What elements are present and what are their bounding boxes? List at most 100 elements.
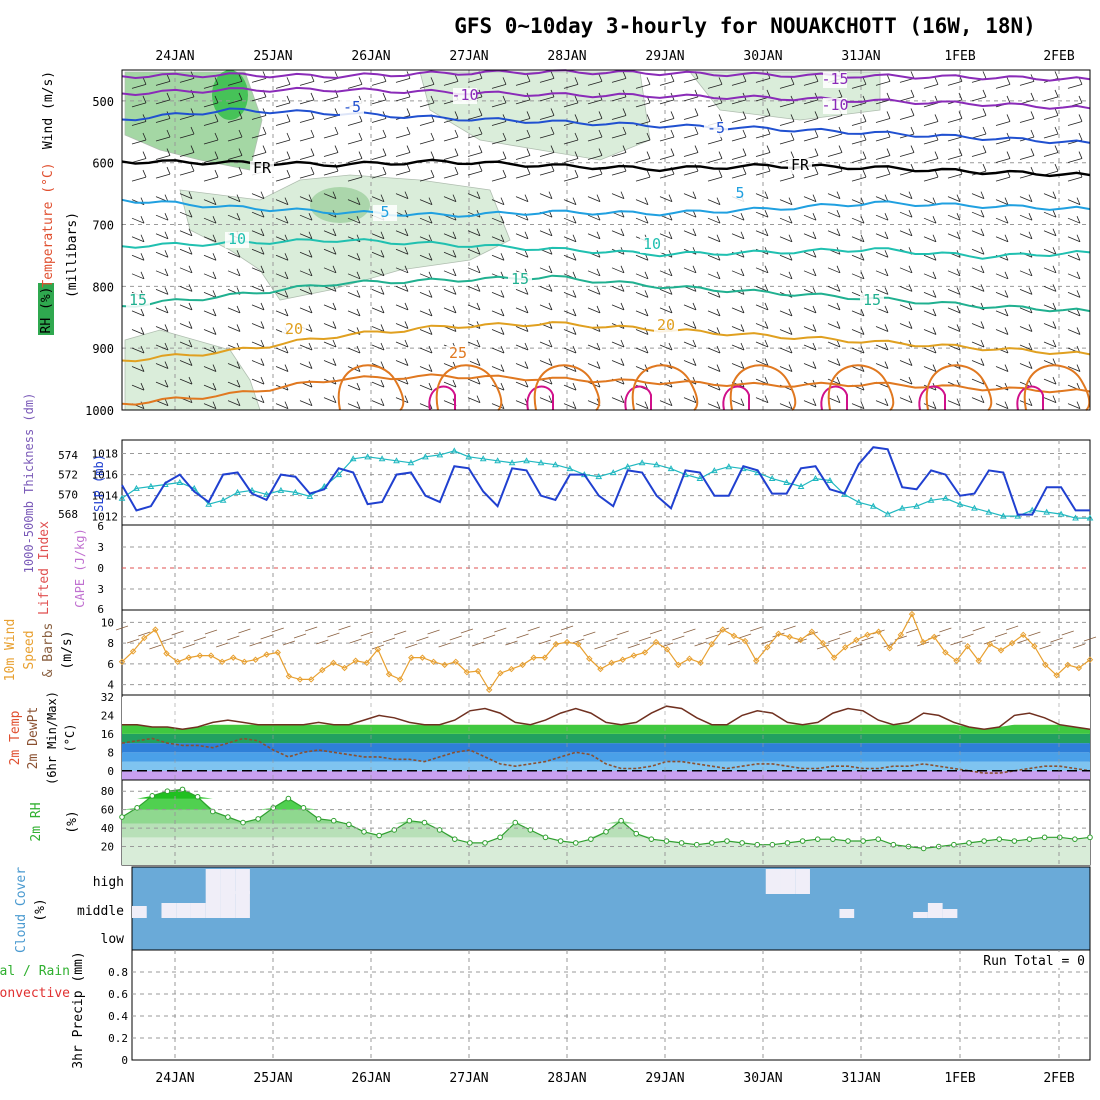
wind-barb: [827, 193, 841, 200]
wind-barb-flag: [356, 308, 361, 317]
wind-barb: [1019, 196, 1033, 203]
wind10-point: [975, 657, 982, 664]
wind-barb-flag: [404, 228, 409, 236]
wind-barb-flag: [524, 250, 529, 258]
wind-barb: [971, 341, 985, 348]
wind-barb: [347, 384, 361, 391]
rh2m-point: [588, 836, 594, 842]
wind-barb: [275, 217, 289, 224]
wind-barb-flag: [140, 308, 145, 317]
wind-barb: [491, 121, 507, 126]
wind-barb: [755, 170, 771, 176]
wind-barb-flag: [454, 74, 459, 82]
wind-barb: [875, 136, 891, 142]
wind-barb-flag: [526, 148, 531, 156]
isotherm-loop: [925, 364, 993, 411]
wind-barb: [155, 326, 169, 332]
wind-barb-flag: [142, 95, 147, 104]
wind-barb: [731, 118, 747, 123]
thickness-point: [855, 498, 863, 505]
wind-barb-flag: [332, 321, 337, 329]
wind-barb-flag: [1076, 290, 1081, 298]
upper-y-tick: 1000: [85, 404, 114, 418]
wind-barb-flag: [860, 401, 865, 409]
wind-barb: [203, 236, 217, 243]
wind-barb: [371, 381, 385, 388]
wind10-point: [886, 645, 893, 652]
wind10-barb: [438, 642, 451, 648]
wind-barb: [1043, 248, 1057, 255]
wind-barb: [179, 341, 193, 348]
wind-barb: [131, 158, 147, 163]
wind-barb: [443, 173, 459, 179]
thickness-point: [118, 494, 126, 501]
wind-barb-flag: [956, 287, 961, 295]
wind-barb-flag: [886, 74, 891, 82]
wind-barb-flag: [308, 250, 313, 258]
rh2m-point: [542, 834, 549, 841]
wind-barb-flag: [310, 129, 315, 138]
wind-barb: [611, 360, 625, 366]
thickness-y-tick: 572: [58, 469, 78, 482]
wind-barb: [683, 304, 697, 311]
wind-barb-flag: [716, 364, 721, 372]
wind-barb-flag: [836, 358, 841, 366]
panels-layer: 24JAN24JAN25JAN25JAN26JAN26JAN27JAN27JAN…: [0, 49, 1097, 1086]
wind-barb: [227, 173, 243, 179]
isotherm-line: [121, 158, 1091, 178]
wind10-point: [341, 664, 348, 672]
top-date-tick: 26JAN: [351, 49, 390, 64]
wind-barb-flag: [838, 89, 843, 98]
wind-barb-flag: [692, 228, 697, 236]
wind-barb: [899, 96, 915, 102]
wind-barb-flag: [1052, 284, 1057, 292]
wind-barb-flag: [862, 77, 867, 85]
wind-barb-flag: [502, 132, 507, 141]
thickness-point: [609, 469, 617, 476]
wind-barb: [683, 211, 697, 218]
wind-barb: [467, 77, 483, 83]
isotherm-loop-30: [722, 385, 750, 411]
isotherm-line: [121, 321, 1091, 363]
wind-barb-flag: [476, 339, 481, 348]
thickness-point: [956, 500, 964, 507]
wind-barb-flag: [188, 321, 193, 329]
wind-barb-flag: [188, 302, 193, 311]
wind-barb-flag: [284, 216, 289, 224]
wind-barb-flag: [814, 74, 819, 82]
wind-barb-flag: [982, 71, 987, 79]
wind-barb: [131, 139, 147, 145]
rh-shade-core: [310, 187, 370, 223]
wind-barb: [347, 291, 361, 298]
wind-barb-flag: [668, 305, 673, 314]
wind-barb: [947, 80, 963, 86]
wind-barb: [131, 176, 147, 182]
wind-barb: [1019, 344, 1033, 351]
isotherm-label-bg: [788, 158, 812, 174]
wind-barb-flag: [356, 345, 361, 354]
wind-barb-flag: [164, 398, 169, 406]
wind-barb-flag: [980, 247, 985, 255]
wind-barb: [467, 170, 483, 176]
wind-barb-flag: [956, 213, 961, 221]
wind-barb: [947, 400, 961, 407]
wind-barb: [227, 80, 243, 86]
wind-barb-flag: [1076, 364, 1081, 372]
wind-barb-flag: [284, 308, 289, 317]
wind-barb: [1019, 326, 1033, 332]
wind-barb: [947, 288, 961, 295]
wind-barb-flag: [404, 265, 409, 273]
wind-barb-flag: [812, 342, 817, 351]
wind-barb: [995, 83, 1011, 89]
wind-barb-flag: [742, 129, 747, 138]
wind-barb-flag: [764, 191, 769, 199]
wind-barb: [683, 341, 697, 348]
rh2m-point: [633, 830, 640, 837]
thickness-point: [624, 463, 632, 470]
wind-barb: [611, 304, 625, 311]
wind10-point: [519, 661, 526, 669]
wind-barb: [1067, 176, 1083, 182]
wind-barb-flag: [238, 92, 243, 101]
wind-barb-flag: [980, 321, 985, 329]
wind-barb: [707, 347, 721, 354]
